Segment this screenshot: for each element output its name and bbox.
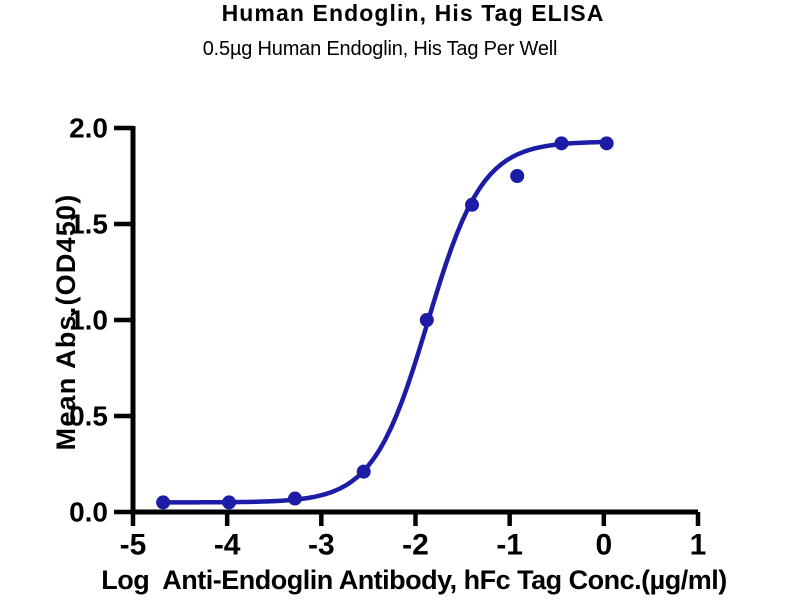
data-point xyxy=(356,464,371,479)
plot-area xyxy=(156,136,614,510)
data-point xyxy=(554,136,569,151)
chart-subtitle: 0.5µg Human Endoglin, His Tag Per Well xyxy=(203,38,557,60)
x-tick-label: 1 xyxy=(690,529,707,562)
y-axis-title: Mean Abs.(OD450) xyxy=(51,194,81,451)
y-tick-label: 0.5 xyxy=(69,401,108,432)
y-tick-label: 0.0 xyxy=(69,497,108,528)
data-point xyxy=(156,495,171,510)
chart-title: Human Endoglin, His Tag ELISA xyxy=(222,0,605,26)
data-point xyxy=(465,197,479,212)
x-tick-label: -2 xyxy=(402,529,429,562)
data-point xyxy=(222,495,237,510)
x-axis-title: Log Anti-Endoglin Antibody, hFc Tag Conc… xyxy=(101,565,726,595)
x-tick-label: -3 xyxy=(308,529,335,562)
y-axis-ticks: 0.0 0.5 1.0 1.5 2.0 xyxy=(69,113,133,528)
data-point-series xyxy=(156,136,614,510)
x-axis-ticks: -5 -4 -3 -2 -1 0 1 xyxy=(120,512,707,562)
y-tick-label: 2.0 xyxy=(69,113,108,144)
x-tick-label: -5 xyxy=(120,529,147,562)
y-tick-label: 1.5 xyxy=(69,209,108,240)
data-point xyxy=(599,136,614,151)
fit-curve-line xyxy=(160,139,609,505)
axes: -5 -4 -3 -2 -1 0 1 0.0 0.5 1.0 1.5 2.0 xyxy=(69,113,706,562)
x-tick-label: -4 xyxy=(214,529,241,562)
y-tick-label: 1.0 xyxy=(69,305,108,336)
x-tick-label: 0 xyxy=(595,529,612,562)
data-point xyxy=(419,313,434,327)
x-tick-label: -1 xyxy=(496,529,523,562)
data-point xyxy=(287,491,302,506)
data-point xyxy=(510,169,525,183)
